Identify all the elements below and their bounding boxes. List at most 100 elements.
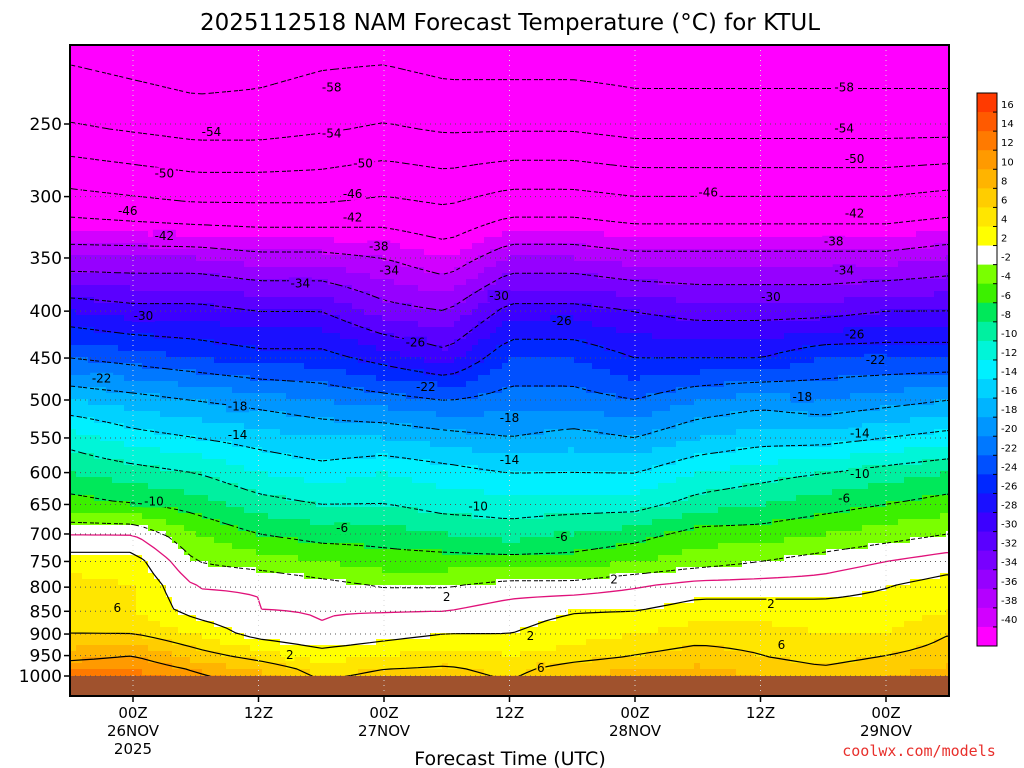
temperature-cell	[322, 45, 329, 52]
temperature-cell	[406, 135, 413, 142]
temperature-cell	[496, 99, 503, 106]
temperature-cell	[250, 63, 257, 70]
temperature-cell	[778, 219, 785, 226]
temperature-cell	[790, 213, 797, 220]
temperature-cell	[220, 99, 227, 106]
temperature-cell	[922, 111, 929, 118]
temperature-cell	[844, 147, 851, 154]
temperature-cell	[400, 165, 407, 172]
temperature-cell	[130, 75, 137, 82]
temperature-cell	[106, 243, 113, 250]
temperature-cell	[526, 225, 533, 232]
temperature-cell	[352, 75, 359, 82]
temperature-cell	[754, 81, 761, 88]
temperature-cell	[298, 63, 305, 70]
temperature-cell	[340, 177, 347, 184]
temperature-cell	[304, 159, 311, 166]
temperature-cell	[196, 51, 203, 58]
temperature-cell	[610, 189, 617, 196]
temperature-cell	[256, 123, 263, 130]
temperature-cell	[700, 87, 707, 94]
temperature-cell	[604, 219, 611, 226]
temperature-cell	[256, 93, 263, 100]
temperature-cell	[784, 75, 791, 82]
temperature-cell	[562, 81, 569, 88]
temperature-cell	[178, 57, 185, 64]
temperature-cell	[562, 75, 569, 82]
temperature-cell	[868, 231, 875, 238]
temperature-cell	[328, 63, 335, 70]
temperature-cell	[760, 75, 767, 82]
temperature-cell	[934, 99, 941, 106]
temperature-cell	[748, 57, 755, 64]
temperature-cell	[268, 93, 275, 100]
temperature-cell	[184, 201, 191, 208]
temperature-cell	[580, 111, 587, 118]
temperature-cell	[892, 177, 899, 184]
temperature-cell	[136, 213, 143, 220]
temperature-cell	[928, 57, 935, 64]
temperature-cell	[178, 123, 185, 130]
temperature-cell	[910, 63, 917, 70]
temperature-cell	[430, 201, 437, 208]
temperature-cell	[166, 207, 173, 214]
temperature-cell	[904, 165, 911, 172]
temperature-cell	[364, 153, 371, 160]
temperature-cell	[208, 165, 215, 172]
temperature-cell	[508, 231, 515, 238]
temperature-cell	[616, 195, 623, 202]
temperature-cell	[628, 81, 635, 88]
temperature-cell	[760, 159, 767, 166]
temperature-cell	[406, 57, 413, 64]
temperature-cell	[364, 207, 371, 214]
temperature-cell	[640, 159, 647, 166]
temperature-cell	[394, 69, 401, 76]
temperature-cell	[316, 231, 323, 238]
temperature-cell	[184, 45, 191, 52]
temperature-cell	[208, 231, 215, 238]
temperature-cell	[940, 189, 947, 196]
temperature-cell	[70, 117, 77, 124]
temperature-cell	[250, 129, 257, 136]
temperature-cell	[334, 75, 341, 82]
temperature-cell	[820, 63, 827, 70]
temperature-cell	[622, 129, 629, 136]
temperature-cell	[640, 147, 647, 154]
temperature-cell	[304, 183, 311, 190]
temperature-cell	[580, 195, 587, 202]
temperature-cell	[808, 93, 815, 100]
temperature-cell	[514, 93, 521, 100]
temperature-cell	[124, 135, 131, 142]
temperature-cell	[142, 141, 149, 148]
temperature-cell	[340, 243, 347, 250]
temperature-cell	[568, 231, 575, 238]
temperature-cell	[622, 159, 629, 166]
temperature-cell	[304, 81, 311, 88]
temperature-cell	[112, 171, 119, 178]
temperature-cell	[196, 129, 203, 136]
temperature-cell	[838, 75, 845, 82]
temperature-cell	[628, 147, 635, 154]
temperature-cell	[334, 219, 341, 226]
temperature-cell	[916, 159, 923, 166]
temperature-cell	[106, 195, 113, 202]
temperature-cell	[574, 213, 581, 220]
temperature-cell	[898, 117, 905, 124]
temperature-cell	[130, 105, 137, 112]
temperature-cell	[514, 81, 521, 88]
temperature-cell	[766, 123, 773, 130]
temperature-cell	[574, 135, 581, 142]
temperature-cell	[898, 171, 905, 178]
temperature-cell	[778, 243, 785, 250]
temperature-cell	[898, 69, 905, 76]
temperature-cell	[934, 213, 941, 220]
temperature-cell	[370, 75, 377, 82]
temperature-cell	[76, 165, 83, 172]
temperature-cell	[250, 225, 257, 232]
temperature-cell	[856, 117, 863, 124]
temperature-cell	[670, 51, 677, 58]
temperature-cell	[334, 207, 341, 214]
temperature-cell	[784, 213, 791, 220]
temperature-cell	[394, 111, 401, 118]
temperature-cell	[406, 63, 413, 70]
